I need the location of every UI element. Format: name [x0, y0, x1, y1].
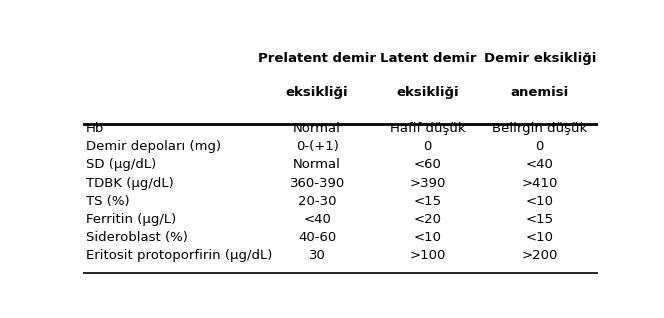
Text: <40: <40	[526, 158, 554, 171]
Text: Hafif düşük: Hafif düşük	[390, 122, 465, 135]
Text: 40-60: 40-60	[298, 231, 336, 244]
Text: 20-30: 20-30	[298, 195, 337, 208]
Text: >410: >410	[521, 176, 558, 190]
Text: >200: >200	[521, 249, 558, 262]
Text: 30: 30	[309, 249, 325, 262]
Text: <10: <10	[526, 195, 554, 208]
Text: Normal: Normal	[293, 158, 341, 171]
Text: <40: <40	[303, 213, 331, 226]
Text: 360-390: 360-390	[290, 176, 345, 190]
Text: Belirgin düşük: Belirgin düşük	[492, 122, 588, 135]
Text: 0: 0	[424, 140, 432, 153]
Text: eksikliği: eksikliği	[396, 86, 459, 99]
Text: Ferritin (μg/L): Ferritin (μg/L)	[86, 213, 176, 226]
Text: <15: <15	[414, 195, 442, 208]
Text: >390: >390	[410, 176, 446, 190]
Text: anemisi: anemisi	[511, 86, 569, 99]
Text: <20: <20	[414, 213, 442, 226]
Text: eksikliği: eksikliği	[286, 86, 349, 99]
Text: Hb: Hb	[86, 122, 104, 135]
Text: 0-(+1): 0-(+1)	[295, 140, 339, 153]
Text: Eritosit protoporfirin (μg/dL): Eritosit protoporfirin (μg/dL)	[86, 249, 272, 262]
Text: TS (%): TS (%)	[86, 195, 129, 208]
Text: <60: <60	[414, 158, 442, 171]
Text: 0: 0	[536, 140, 544, 153]
Text: Normal: Normal	[293, 122, 341, 135]
Text: Demir eksikliği: Demir eksikliği	[483, 52, 596, 66]
Text: Prelatent demir: Prelatent demir	[258, 52, 376, 66]
Text: <15: <15	[526, 213, 554, 226]
Text: >100: >100	[410, 249, 446, 262]
Text: SD (μg/dL): SD (μg/dL)	[86, 158, 156, 171]
Text: <10: <10	[414, 231, 442, 244]
Text: Latent demir: Latent demir	[380, 52, 476, 66]
Text: TDBK (μg/dL): TDBK (μg/dL)	[86, 176, 173, 190]
Text: Demir depoları (mg): Demir depoları (mg)	[86, 140, 220, 153]
Text: <10: <10	[526, 231, 554, 244]
Text: Sideroblast (%): Sideroblast (%)	[86, 231, 187, 244]
